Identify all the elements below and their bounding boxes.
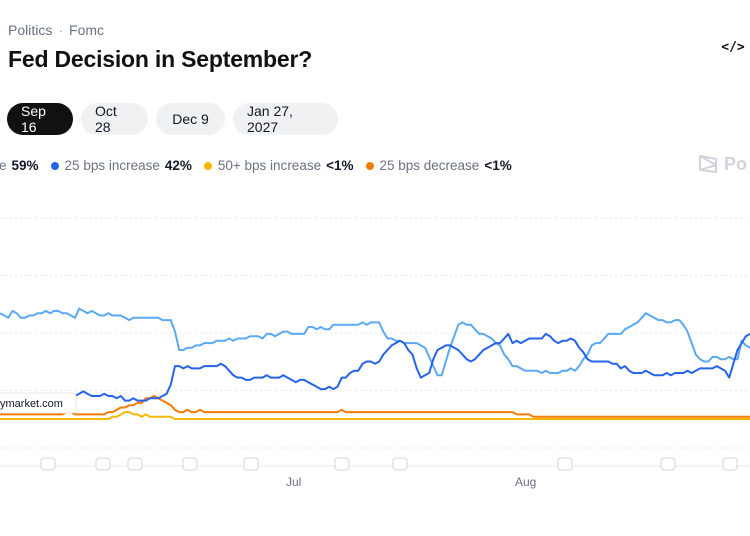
- legend-dot: [365, 161, 374, 170]
- source-badge-text: ymarket.com: [0, 398, 63, 410]
- legend-item-50bps-increase: 50+ bps increase <1%: [203, 158, 354, 173]
- x-tick-label: Aug: [515, 475, 536, 489]
- tab-oct-28[interactable]: Oct 28: [81, 103, 148, 135]
- legend-value: <1%: [484, 158, 512, 173]
- event-marker: [40, 457, 56, 471]
- event-marker: [557, 457, 573, 471]
- legend-item-25bps-increase: 25 bps increase 42%: [50, 158, 192, 173]
- chart-grid: [0, 217, 750, 449]
- event-marker: [392, 457, 408, 471]
- polymarket-logo-icon: [699, 155, 717, 173]
- legend-item-25bps-decrease: 25 bps decrease <1%: [365, 158, 512, 173]
- page-title: Fed Decision in September?: [8, 46, 313, 72]
- event-marker: [95, 457, 111, 471]
- breadcrumb-category[interactable]: Politics: [8, 22, 53, 38]
- event-marker: [660, 457, 676, 471]
- chart-series: [0, 307, 750, 420]
- event-marker: [182, 457, 198, 471]
- breadcrumb: Politics · Fomc: [8, 22, 104, 38]
- tab-sep-16[interactable]: Sep 16: [7, 103, 73, 135]
- legend-dot: [203, 161, 212, 170]
- breadcrumb-subcategory[interactable]: Fomc: [69, 22, 105, 38]
- event-marker: [722, 457, 738, 471]
- series-line-25-bps-decrease: [0, 395, 750, 418]
- source-badge-bg: [0, 392, 77, 414]
- chart-scrubber-track: [0, 457, 750, 471]
- chart-legend: e 59% 25 bps increase 42% 50+ bps increa…: [0, 158, 524, 173]
- watermark-text: Po: [724, 153, 748, 174]
- legend-item-hold: e 59%: [0, 158, 39, 173]
- source-badge: ymarket.com: [0, 392, 77, 414]
- line-chart[interactable]: ymarket.com Jul Aug: [0, 190, 750, 500]
- series-line-e: [0, 307, 750, 377]
- legend-value: 59%: [11, 158, 39, 173]
- date-tabs: Sep 16 Oct 28 Dec 9 Jan 27, 2027: [7, 103, 338, 135]
- x-axis: Jul Aug: [286, 475, 536, 489]
- tab-dec-9[interactable]: Dec 9: [156, 103, 225, 135]
- tab-jan-27-2027[interactable]: Jan 27, 2027: [233, 103, 338, 135]
- polymarket-watermark: Po: [698, 153, 747, 175]
- x-tick-label: Jul: [286, 475, 301, 489]
- event-marker: [334, 457, 350, 471]
- legend-label: 25 bps decrease: [379, 158, 480, 173]
- legend-label: 50+ bps increase: [217, 158, 322, 173]
- series-line-50-bps-increase: [0, 411, 750, 420]
- legend-dot: [50, 161, 59, 170]
- series-line-25-bps-increase: [0, 332, 750, 402]
- legend-value: 42%: [164, 158, 192, 173]
- event-marker: [243, 457, 259, 471]
- legend-value: <1%: [326, 158, 354, 173]
- breadcrumb-separator: ·: [58, 22, 64, 38]
- legend-label: 25 bps increase: [64, 158, 160, 173]
- code-embed-icon[interactable]: </>: [721, 39, 745, 55]
- legend-label: e: [0, 158, 7, 173]
- event-marker: [127, 457, 143, 471]
